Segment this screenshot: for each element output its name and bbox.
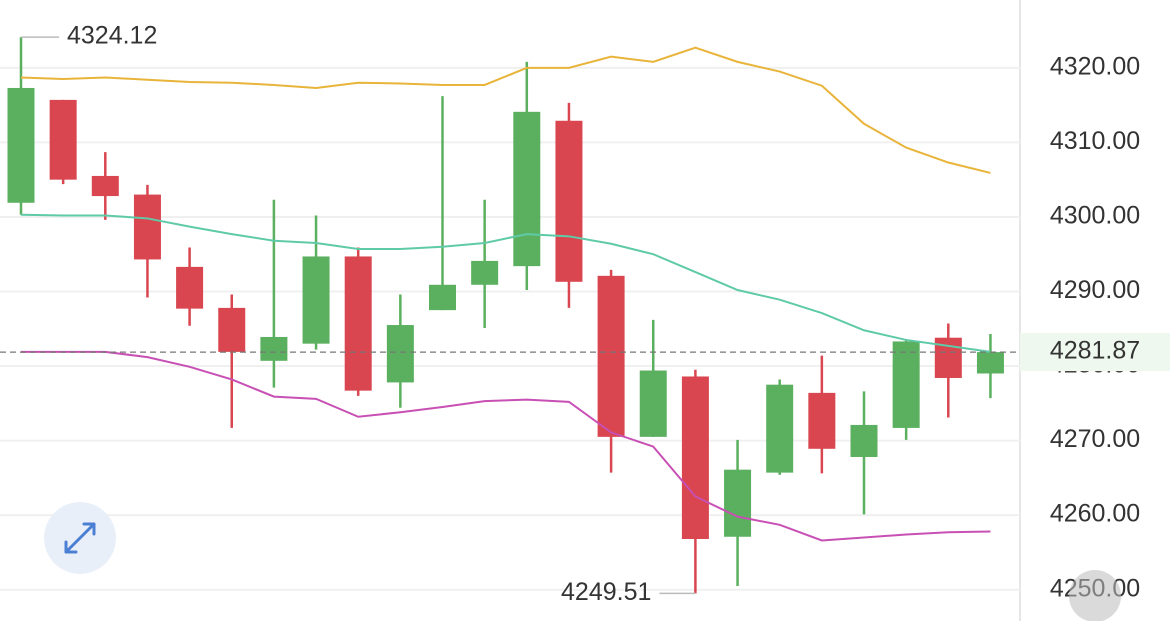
candle-body [555,120,583,282]
candle-body [386,325,414,383]
overlay-button[interactable] [1069,570,1121,621]
candle-body [260,336,288,361]
candle-body [302,256,330,344]
candle-body [91,175,119,197]
candle-body [218,307,246,352]
candle-body [766,384,794,473]
candle-body [597,275,625,437]
y-tick-label: 4320.00 [1050,52,1140,80]
last-price-label: 4281.87 [1050,337,1140,365]
y-tick-label: 4270.00 [1050,425,1140,453]
candle-body [471,260,499,285]
plot: 4324.12 4249.51 [0,22,1020,606]
candle-body [681,376,709,539]
candle-body [808,392,836,449]
y-tick-label: 4290.00 [1050,276,1140,304]
grid [0,66,1020,591]
last-price-tag [1020,333,1170,372]
y-tick-label: 4310.00 [1050,127,1140,155]
band-line [20,46,991,174]
candle-body [7,87,35,203]
y-tick-label: 4260.00 [1050,500,1140,528]
y-tick-label: 4300.00 [1050,202,1140,230]
min-marker-label: 4249.51 [561,578,651,606]
candle-body [429,284,456,311]
band-line [20,213,991,353]
band-line [21,350,991,542]
candle-body [344,256,372,391]
candle-body [724,469,752,537]
candle-body [850,424,878,457]
candle-body [176,266,204,309]
candle-body [639,370,667,437]
candle-body [133,194,161,260]
max-marker-label: 4324.12 [67,22,157,50]
candle-body [892,341,920,428]
candle-body [976,352,1004,374]
y-axis: 4250.004260.004270.004280.004290.004300.… [1020,52,1170,602]
candle-body [49,99,77,180]
expand-button[interactable] [44,502,116,574]
candle-body [513,111,541,267]
